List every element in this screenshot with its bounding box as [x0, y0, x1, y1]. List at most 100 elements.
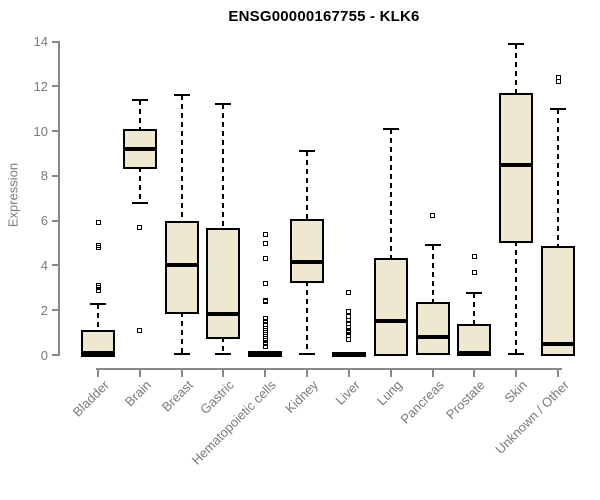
y-axis-tick — [52, 219, 58, 222]
outlier-point — [262, 280, 268, 286]
box — [499, 93, 534, 243]
outlier-point — [346, 289, 352, 295]
outlier-point — [137, 327, 143, 333]
box — [541, 245, 576, 356]
upper-whisker — [557, 108, 560, 248]
outlier-point — [95, 283, 101, 289]
x-axis-line — [96, 368, 562, 370]
box — [206, 227, 241, 340]
upper-whisker-cap — [131, 98, 148, 101]
outlier-point — [262, 231, 268, 237]
lower-whisker — [222, 337, 225, 354]
box — [290, 218, 325, 284]
x-axis-tick — [347, 370, 350, 377]
box — [164, 220, 199, 315]
y-axis-tick — [52, 130, 58, 133]
upper-whisker — [222, 104, 225, 230]
y-axis-tick — [52, 264, 58, 267]
y-tick-label: 2 — [40, 302, 48, 318]
median-line — [457, 350, 492, 355]
lower-whisker-cap — [508, 352, 525, 355]
outlier-point — [262, 318, 268, 324]
outlier-point — [346, 317, 352, 323]
upper-whisker-cap — [550, 107, 567, 110]
upper-whisker-cap — [215, 103, 232, 106]
upper-whisker — [97, 303, 99, 332]
outlier-point — [430, 212, 436, 218]
x-axis-tick — [557, 370, 560, 377]
outlier-point — [95, 220, 101, 226]
outlier-point — [262, 341, 268, 347]
x-axis-tick — [222, 370, 225, 377]
median-line — [373, 319, 408, 324]
upper-whisker-cap — [173, 94, 190, 97]
median-line — [248, 352, 283, 357]
outlier-point — [262, 325, 268, 331]
median-line — [541, 341, 576, 346]
lower-whisker — [306, 281, 309, 354]
y-tick-label: 0 — [40, 347, 48, 363]
median-line — [164, 263, 199, 268]
outlier-point — [346, 333, 352, 339]
outlier-point — [137, 224, 143, 230]
upper-whisker-cap — [382, 127, 399, 130]
outlier-point — [346, 327, 352, 333]
upper-whisker-cap — [424, 244, 441, 247]
x-axis-tick — [389, 370, 392, 377]
upper-whisker — [180, 95, 183, 223]
lower-whisker — [515, 240, 518, 354]
outlier-point — [262, 240, 268, 246]
outlier-point — [262, 297, 268, 303]
upper-whisker-cap — [299, 150, 316, 153]
outlier-point — [262, 335, 268, 341]
lower-whisker-cap — [173, 352, 190, 355]
median-line — [81, 351, 115, 356]
upper-whisker — [515, 43, 518, 96]
box — [457, 323, 492, 356]
box — [373, 257, 408, 356]
outlier-point — [95, 242, 101, 248]
y-axis-tick — [52, 85, 58, 88]
y-axis-tick — [52, 309, 58, 312]
outlier-point — [262, 256, 268, 262]
box — [415, 301, 450, 355]
median-line — [290, 260, 325, 265]
outlier-point — [346, 314, 352, 320]
y-tick-label: 4 — [40, 257, 48, 273]
upper-whisker — [473, 293, 476, 326]
lower-whisker — [180, 312, 183, 354]
outlier-point — [346, 321, 352, 327]
y-tick-label: 10 — [33, 123, 48, 139]
y-axis-tick — [52, 354, 58, 356]
x-tick-label: Unknown / Other — [492, 377, 572, 457]
outlier-point — [555, 74, 561, 80]
upper-whisker — [431, 245, 434, 304]
x-axis-tick — [306, 370, 309, 377]
x-axis-tick — [97, 370, 99, 377]
outlier-point — [471, 269, 477, 275]
outlier-point — [346, 336, 352, 342]
upper-whisker — [306, 151, 309, 221]
x-axis-tick — [138, 370, 141, 377]
median-line — [122, 147, 157, 152]
upper-whisker — [138, 99, 141, 132]
upper-whisker — [389, 128, 392, 260]
lower-whisker-cap — [299, 352, 316, 355]
upper-whisker-cap — [508, 42, 525, 45]
y-axis-tick — [52, 174, 58, 177]
x-axis-tick — [264, 370, 267, 377]
y-tick-label: 14 — [33, 34, 48, 50]
lower-whisker-cap — [131, 201, 148, 204]
x-axis-tick — [473, 370, 476, 377]
outlier-point — [262, 315, 268, 321]
x-axis-tick — [180, 370, 183, 377]
outlier-point — [346, 308, 352, 314]
outlier-point — [262, 322, 268, 328]
median-line — [499, 162, 534, 167]
y-tick-label: 8 — [40, 168, 48, 184]
y-axis-line — [58, 41, 60, 356]
median-line — [206, 311, 241, 316]
lower-whisker-cap — [215, 352, 232, 355]
outlier-point — [471, 254, 477, 260]
